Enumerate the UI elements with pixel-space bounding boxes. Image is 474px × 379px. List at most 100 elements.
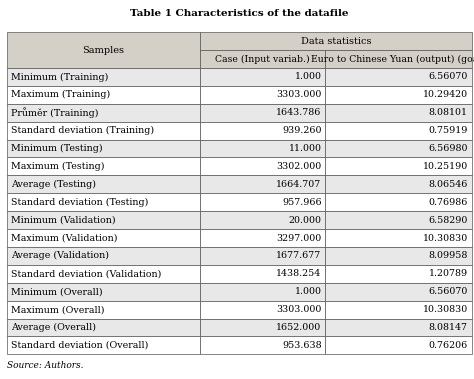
Text: 939.260: 939.260 [282, 126, 321, 135]
Text: 953.638: 953.638 [282, 341, 321, 350]
Bar [200, 86, 325, 104]
Text: Source: Authors.: Source: Authors. [7, 361, 83, 370]
Bar [7, 211, 200, 229]
Bar [200, 139, 325, 158]
Bar [200, 247, 325, 265]
Text: 10.25190: 10.25190 [423, 162, 468, 171]
Bar [200, 122, 325, 139]
Bar [325, 319, 472, 337]
Bar [200, 158, 325, 175]
Text: 6.56980: 6.56980 [428, 144, 468, 153]
Bar [325, 211, 472, 229]
Text: Průměr (Training): Průměr (Training) [11, 107, 99, 118]
Text: 1.20789: 1.20789 [428, 269, 468, 278]
Bar [7, 104, 200, 122]
Bar [325, 247, 472, 265]
Bar [325, 337, 472, 354]
Bar [325, 139, 472, 158]
Bar [200, 265, 325, 283]
Text: 0.76986: 0.76986 [428, 198, 468, 207]
Text: Maximum (Overall): Maximum (Overall) [11, 305, 104, 314]
Text: 11.000: 11.000 [289, 144, 321, 153]
Text: Samples: Samples [82, 45, 125, 55]
Text: 1664.707: 1664.707 [276, 180, 321, 189]
Text: Standard deviation (Validation): Standard deviation (Validation) [11, 269, 161, 278]
Bar [325, 68, 472, 86]
Bar [7, 86, 200, 104]
Bar [7, 337, 200, 354]
Text: 3303.000: 3303.000 [276, 90, 321, 99]
Bar [200, 211, 325, 229]
Bar [200, 283, 325, 301]
Bar [7, 32, 200, 68]
Text: 10.30830: 10.30830 [423, 233, 468, 243]
Bar [200, 301, 325, 319]
Bar [325, 193, 472, 211]
Bar [325, 175, 472, 193]
Bar [325, 86, 472, 104]
Text: 3297.000: 3297.000 [276, 233, 321, 243]
Text: Minimum (Testing): Minimum (Testing) [11, 144, 102, 153]
Text: 3302.000: 3302.000 [276, 162, 321, 171]
Bar [325, 229, 472, 247]
Text: Average (Overall): Average (Overall) [11, 323, 96, 332]
Bar [200, 319, 325, 337]
Bar [325, 122, 472, 139]
Text: Maximum (Testing): Maximum (Testing) [11, 162, 104, 171]
Text: 0.75919: 0.75919 [428, 126, 468, 135]
Text: 0.76206: 0.76206 [428, 341, 468, 350]
Text: 1.000: 1.000 [294, 287, 321, 296]
Bar [7, 301, 200, 319]
Text: Minimum (Overall): Minimum (Overall) [11, 287, 102, 296]
Bar [7, 319, 200, 337]
Bar [200, 175, 325, 193]
Text: Average (Validation): Average (Validation) [11, 251, 109, 260]
Text: 6.56070: 6.56070 [428, 72, 468, 81]
Text: Maximum (Validation): Maximum (Validation) [11, 233, 118, 243]
Text: Data statistics: Data statistics [301, 37, 371, 45]
Text: Euro to Chinese Yuan (output) (goal): Euro to Chinese Yuan (output) (goal) [311, 55, 474, 64]
Bar [200, 68, 325, 86]
Text: Standard deviation (Testing): Standard deviation (Testing) [11, 198, 148, 207]
Text: 8.08101: 8.08101 [429, 108, 468, 117]
Text: 1677.677: 1677.677 [276, 251, 321, 260]
Bar [200, 104, 325, 122]
Bar [200, 50, 325, 68]
Bar [200, 32, 472, 50]
Bar [7, 193, 200, 211]
Bar [325, 283, 472, 301]
Bar [200, 337, 325, 354]
Text: 1643.786: 1643.786 [276, 108, 321, 117]
Text: 1438.254: 1438.254 [276, 269, 321, 278]
Text: 8.08147: 8.08147 [429, 323, 468, 332]
Text: 6.56070: 6.56070 [428, 287, 468, 296]
Text: Maximum (Training): Maximum (Training) [11, 90, 110, 99]
Text: 8.06546: 8.06546 [428, 180, 468, 189]
Text: Standard deviation (Training): Standard deviation (Training) [11, 126, 154, 135]
Text: 10.30830: 10.30830 [423, 305, 468, 314]
Bar [7, 158, 200, 175]
Text: Minimum (Training): Minimum (Training) [11, 72, 108, 81]
Bar [7, 265, 200, 283]
Bar [325, 50, 472, 68]
Text: 10.29420: 10.29420 [423, 90, 468, 99]
Text: 3303.000: 3303.000 [276, 305, 321, 314]
Bar [325, 158, 472, 175]
Bar [7, 122, 200, 139]
Bar [325, 265, 472, 283]
Bar [7, 283, 200, 301]
Text: 1652.000: 1652.000 [276, 323, 321, 332]
Bar [7, 68, 200, 86]
Bar [7, 247, 200, 265]
Text: Minimum (Validation): Minimum (Validation) [11, 216, 116, 225]
Text: Table 1 Characteristics of the datafile: Table 1 Characteristics of the datafile [130, 9, 348, 19]
Text: 6.58290: 6.58290 [428, 216, 468, 225]
Text: Case (Input variab.): Case (Input variab.) [215, 55, 310, 64]
Bar [7, 229, 200, 247]
Bar [200, 193, 325, 211]
Text: 1.000: 1.000 [294, 72, 321, 81]
Text: Standard deviation (Overall): Standard deviation (Overall) [11, 341, 148, 350]
Text: Average (Testing): Average (Testing) [11, 180, 96, 189]
Bar [325, 301, 472, 319]
Text: 8.09958: 8.09958 [428, 251, 468, 260]
